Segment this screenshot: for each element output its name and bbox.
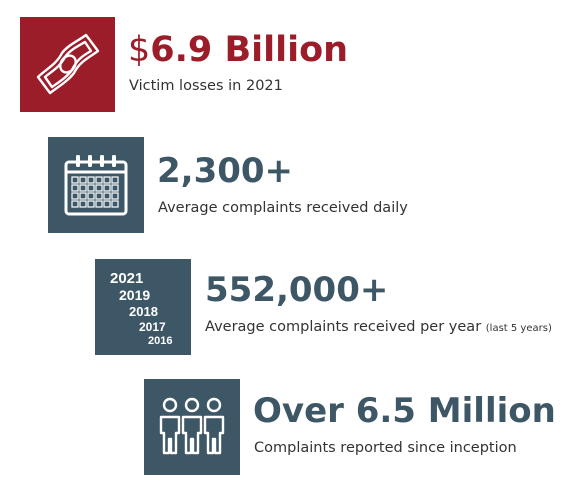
stat-title-yearly: 552,000+ <box>205 270 389 310</box>
year-label: 2016 <box>148 335 173 347</box>
stat-title-losses: $6.9 Billion <box>128 33 348 68</box>
year-label: 2018 <box>129 304 158 319</box>
year-label: 2017 <box>139 320 166 334</box>
year-label: 2021 <box>110 270 144 287</box>
losses-amount: 6.9 Billion <box>150 30 349 70</box>
stat-desc-inception: Complaints reported since inception <box>254 440 517 456</box>
people-icon <box>159 397 225 455</box>
people-tile <box>144 379 240 475</box>
stat-desc-yearly: Average complaints received per year (la… <box>205 320 552 335</box>
money-tile <box>20 17 115 112</box>
calendar-icon <box>64 155 128 216</box>
years-tile: 2021 2019 2018 2017 2016 <box>95 259 191 355</box>
calendar-tile <box>48 137 144 233</box>
dollar-sign: $ <box>128 30 151 70</box>
year-label: 2019 <box>119 287 151 303</box>
yearly-description: Average complaints received per year <box>205 319 482 335</box>
stat-title-daily: 2,300+ <box>157 151 294 191</box>
stat-desc-losses: Victim losses in 2021 <box>129 78 283 94</box>
stat-desc-daily: Average complaints received daily <box>158 200 408 216</box>
money-bill-icon <box>36 33 99 94</box>
yearly-note: (last 5 years) <box>485 323 552 334</box>
stat-title-inception: Over 6.5 Million <box>253 391 556 431</box>
